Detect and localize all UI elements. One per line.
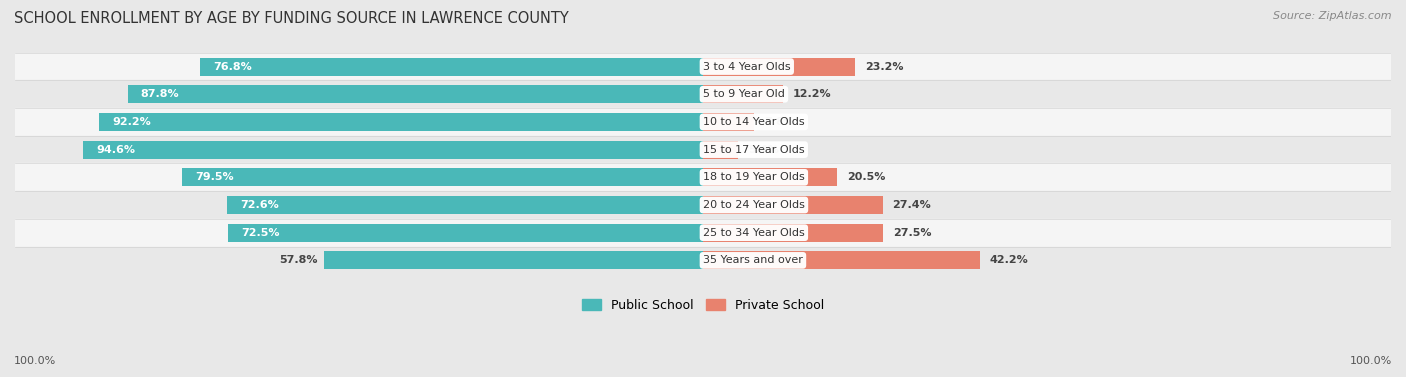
Text: 57.8%: 57.8% bbox=[280, 255, 318, 265]
Text: 15 to 17 Year Olds: 15 to 17 Year Olds bbox=[703, 145, 804, 155]
Bar bbox=[15, 80, 1391, 108]
Bar bbox=[325, 251, 703, 270]
Text: SCHOOL ENROLLMENT BY AGE BY FUNDING SOURCE IN LAWRENCE COUNTY: SCHOOL ENROLLMENT BY AGE BY FUNDING SOUR… bbox=[14, 11, 569, 26]
Bar bbox=[703, 113, 754, 131]
Bar bbox=[128, 85, 703, 103]
Bar bbox=[228, 196, 703, 214]
Bar bbox=[200, 58, 703, 75]
Text: 23.2%: 23.2% bbox=[865, 61, 903, 72]
Text: 72.6%: 72.6% bbox=[240, 200, 280, 210]
Bar bbox=[703, 251, 980, 270]
Bar bbox=[183, 168, 703, 186]
Text: 10 to 14 Year Olds: 10 to 14 Year Olds bbox=[703, 117, 804, 127]
Text: 79.5%: 79.5% bbox=[195, 172, 233, 182]
Text: 25 to 34 Year Olds: 25 to 34 Year Olds bbox=[703, 228, 804, 238]
Bar bbox=[15, 136, 1391, 164]
Text: 92.2%: 92.2% bbox=[112, 117, 150, 127]
Legend: Public School, Private School: Public School, Private School bbox=[576, 294, 830, 317]
Text: 35 Years and over: 35 Years and over bbox=[703, 255, 803, 265]
Bar bbox=[15, 164, 1391, 191]
Bar bbox=[228, 224, 703, 242]
Text: 5.4%: 5.4% bbox=[748, 145, 779, 155]
Text: 3 to 4 Year Olds: 3 to 4 Year Olds bbox=[703, 61, 790, 72]
Text: 94.6%: 94.6% bbox=[96, 145, 135, 155]
Text: 7.8%: 7.8% bbox=[763, 117, 794, 127]
Bar bbox=[15, 247, 1391, 274]
Bar bbox=[15, 191, 1391, 219]
Text: 100.0%: 100.0% bbox=[14, 356, 56, 366]
Bar bbox=[703, 224, 883, 242]
Bar bbox=[703, 58, 855, 75]
Text: Source: ZipAtlas.com: Source: ZipAtlas.com bbox=[1274, 11, 1392, 21]
Text: 87.8%: 87.8% bbox=[141, 89, 180, 99]
Text: 20.5%: 20.5% bbox=[848, 172, 886, 182]
Text: 72.5%: 72.5% bbox=[240, 228, 280, 238]
Text: 42.2%: 42.2% bbox=[990, 255, 1028, 265]
Bar bbox=[703, 196, 883, 214]
Bar bbox=[703, 168, 838, 186]
Bar bbox=[703, 85, 783, 103]
Text: 5 to 9 Year Old: 5 to 9 Year Old bbox=[703, 89, 785, 99]
Bar bbox=[15, 219, 1391, 247]
Text: 76.8%: 76.8% bbox=[212, 61, 252, 72]
Text: 100.0%: 100.0% bbox=[1350, 356, 1392, 366]
Bar bbox=[15, 53, 1391, 80]
Bar bbox=[98, 113, 703, 131]
Text: 27.5%: 27.5% bbox=[893, 228, 932, 238]
Text: 27.4%: 27.4% bbox=[893, 200, 931, 210]
Bar bbox=[703, 141, 738, 159]
Text: 20 to 24 Year Olds: 20 to 24 Year Olds bbox=[703, 200, 804, 210]
Bar bbox=[15, 108, 1391, 136]
Text: 18 to 19 Year Olds: 18 to 19 Year Olds bbox=[703, 172, 804, 182]
Text: 12.2%: 12.2% bbox=[793, 89, 831, 99]
Bar bbox=[83, 141, 703, 159]
